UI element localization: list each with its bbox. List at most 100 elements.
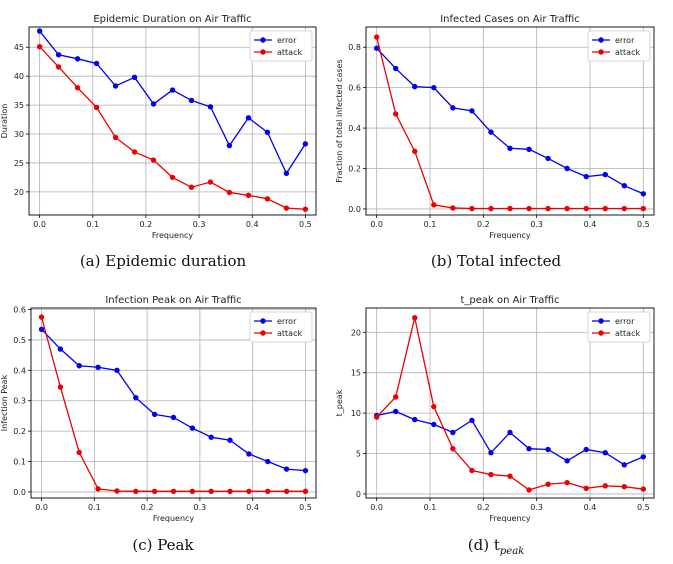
- y-tick-label: 0.2: [13, 427, 26, 436]
- y-tick-label: 0: [356, 490, 361, 499]
- data-point-error: [283, 466, 290, 472]
- x-tick-label: 0.1: [86, 220, 99, 229]
- subfigure-caption: (c) Peak: [132, 536, 194, 554]
- data-point-attack: [431, 202, 437, 208]
- legend-box: [587, 30, 651, 62]
- legend-label-attack: attack: [615, 48, 640, 57]
- y-tick-label: 0.6: [348, 84, 361, 93]
- data-point-error: [488, 450, 494, 456]
- data-point-attack: [151, 488, 158, 495]
- data-point-error: [393, 408, 399, 415]
- data-point-attack: [114, 488, 120, 494]
- y-tick-label: 0.8: [348, 43, 361, 52]
- chart-panel-0: 0.0 0.1 0.2 0.3 0.4 0.5 20 25 30 35 40 45 Epidemic D…: [0, 14, 317, 270]
- data-point-error: [150, 101, 157, 107]
- legend-marker-error: [260, 37, 266, 43]
- y-axis-label: t_peak: [335, 389, 344, 416]
- x-tick-label: 0.5: [637, 220, 650, 229]
- data-point-attack: [526, 205, 532, 212]
- caption-text: (d) t: [468, 536, 500, 554]
- x-tick-label: 0.5: [637, 503, 650, 512]
- series-line-error: [376, 47, 644, 195]
- data-point-attack: [207, 179, 214, 185]
- data-point-attack: [265, 488, 271, 495]
- caption-subscript: peak: [500, 546, 524, 557]
- legend: error attack: [587, 311, 651, 343]
- data-point-attack: [150, 157, 157, 163]
- data-point-error: [38, 326, 45, 332]
- data-point-attack: [188, 184, 195, 190]
- data-point-error: [265, 458, 271, 465]
- legend-marker-attack: [598, 49, 604, 55]
- chart-panel-3: 0.0 0.1 0.2 0.3 0.4 0.5 0 5 10 15 20 t_peak on Air …: [335, 295, 655, 557]
- data-point-attack: [488, 471, 494, 478]
- data-point-attack: [507, 205, 513, 212]
- data-point-attack: [76, 449, 82, 456]
- legend-label-error: error: [277, 36, 297, 45]
- data-point-error: [302, 467, 309, 474]
- data-point-error: [207, 104, 214, 110]
- data-point-attack: [283, 205, 290, 211]
- data-point-attack: [564, 479, 570, 486]
- legend-label-error: error: [615, 317, 635, 326]
- x-tick-label: 0.1: [424, 220, 437, 229]
- data-point-error: [640, 191, 647, 197]
- subfigure-caption: (b) Total infected: [431, 252, 562, 270]
- y-tick-label: 20: [14, 188, 24, 197]
- data-point-attack: [246, 488, 252, 495]
- data-point-error: [57, 346, 64, 352]
- series-line-attack: [40, 316, 306, 492]
- y-tick-label: 15: [351, 369, 361, 378]
- x-tick-label: 0.3: [193, 220, 206, 229]
- data-point-attack: [245, 192, 252, 199]
- series-line-attack: [39, 46, 306, 210]
- data-point-error: [302, 141, 309, 147]
- data-point-attack: [38, 314, 45, 320]
- y-tick-label: 0.4: [13, 366, 26, 375]
- y-axis-label: Infection Peak: [0, 374, 9, 431]
- data-point-attack: [469, 205, 475, 212]
- data-point-attack: [283, 488, 290, 495]
- data-point-error: [55, 52, 62, 58]
- data-point-error: [488, 129, 494, 135]
- data-point-error: [74, 56, 81, 62]
- y-tick-label: 0.6: [13, 306, 26, 315]
- y-tick-label: 5: [356, 450, 361, 459]
- data-point-error: [189, 425, 196, 431]
- data-point-error: [188, 97, 195, 104]
- x-tick-label: 0.5: [299, 220, 312, 229]
- data-point-error: [283, 170, 290, 177]
- data-point-error: [76, 363, 82, 369]
- legend-box: [249, 30, 313, 62]
- data-point-error: [208, 434, 214, 440]
- data-point-error: [93, 60, 100, 67]
- data-point-error: [621, 182, 627, 189]
- legend-marker-error: [598, 318, 604, 324]
- data-point-error: [450, 105, 456, 111]
- data-point-error: [431, 84, 437, 91]
- plot-frame: [28, 26, 317, 216]
- data-point-attack: [450, 445, 456, 452]
- data-point-attack: [36, 43, 43, 50]
- data-point-attack: [393, 394, 399, 400]
- legend-label-error: error: [277, 317, 297, 326]
- data-point-attack: [488, 205, 494, 212]
- x-axis-label: Frequency: [152, 231, 194, 240]
- legend-label-attack: attack: [277, 48, 302, 57]
- data-point-error: [450, 429, 456, 436]
- x-tick-label: 0.1: [88, 503, 101, 512]
- x-tick-label: 0.2: [140, 220, 153, 229]
- data-point-error: [602, 171, 608, 178]
- x-tick-label: 0.2: [477, 220, 490, 229]
- legend-box: [587, 311, 651, 343]
- chart-title: t_peak on Air Traffic: [460, 295, 559, 306]
- data-point-attack: [57, 384, 64, 390]
- legend-label-attack: attack: [615, 329, 640, 338]
- data-point-error: [114, 367, 120, 374]
- data-point-error: [412, 416, 418, 423]
- chart-panel-2: 0.0 0.1 0.2 0.3 0.4 0.5 0.0 0.1 0.2 0.3 0.4 0.5 0.6 I…: [0, 295, 317, 554]
- x-tick-label: 0.3: [194, 503, 207, 512]
- data-point-attack: [373, 34, 380, 40]
- x-tick-label: 0.4: [584, 220, 597, 229]
- legend-label-error: error: [615, 36, 635, 45]
